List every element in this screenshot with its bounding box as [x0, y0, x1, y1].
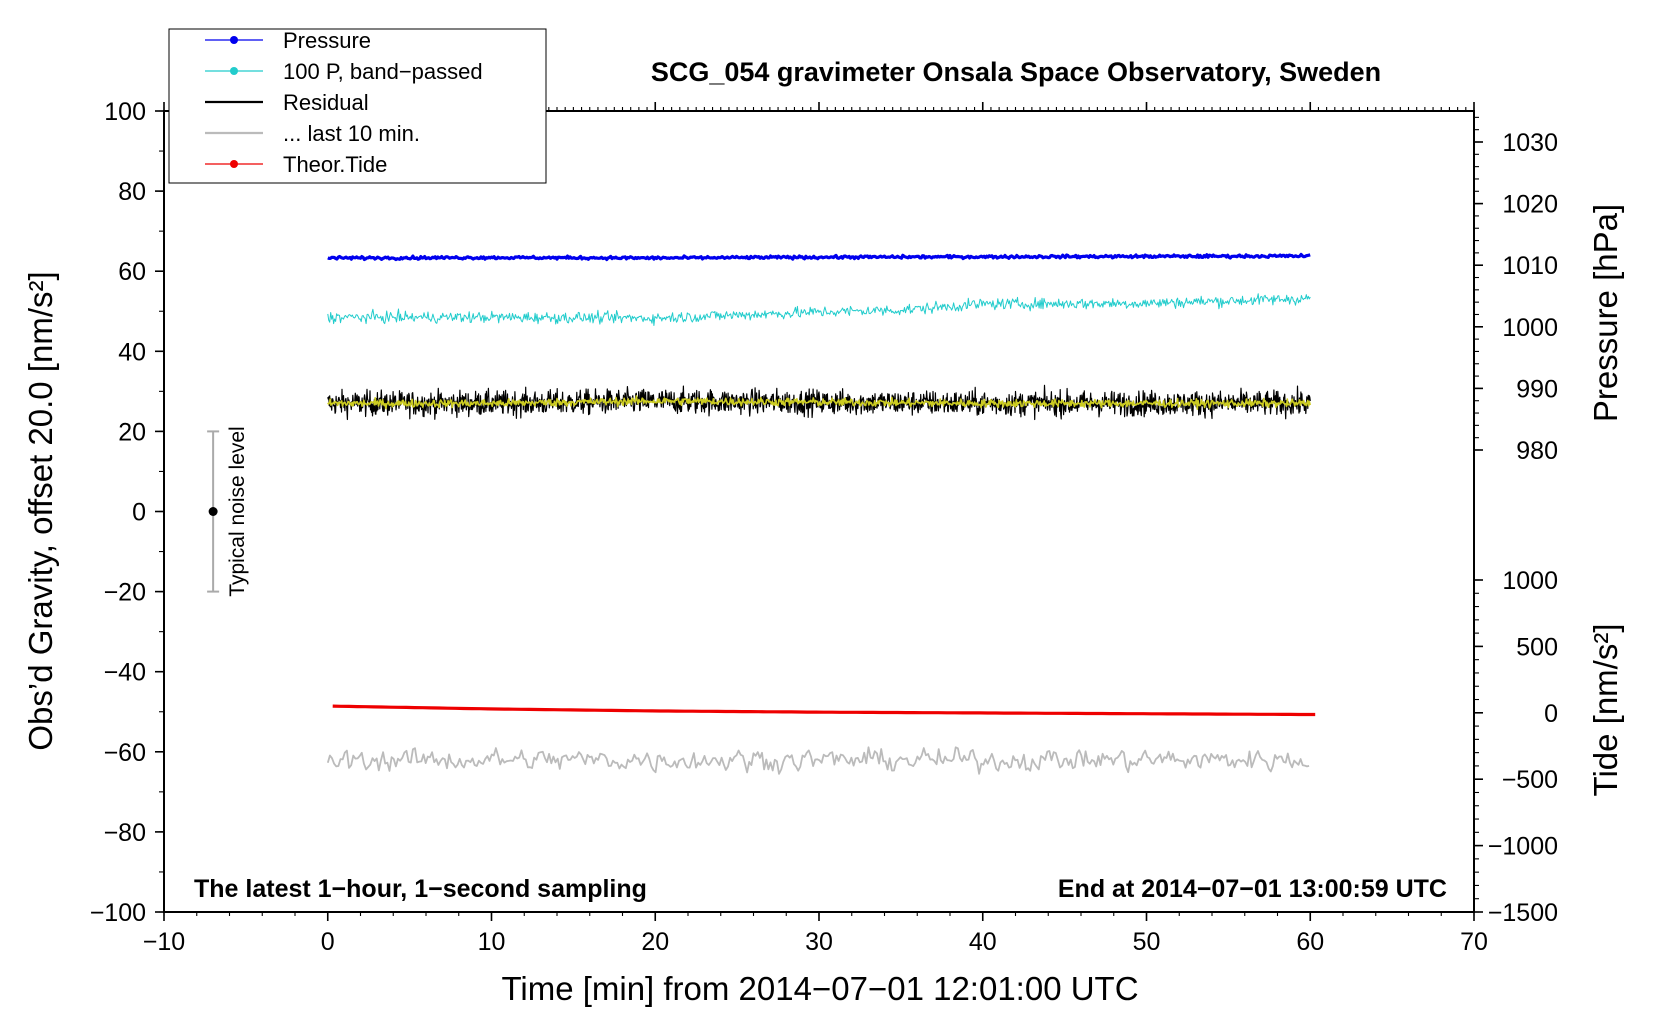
x-tick-label: 70	[1460, 928, 1488, 956]
annotation-sampling: The latest 1−hour, 1−second sampling	[194, 875, 647, 903]
y-tick-label: −40	[104, 659, 146, 687]
x-tick-label: 30	[805, 928, 833, 956]
legend-marker	[230, 160, 238, 168]
plot-frame	[163, 110, 1475, 913]
legend: Pressure 100 P, band−passed Residual ... la…	[168, 28, 547, 184]
pressure-tick-label: 1020	[1502, 191, 1558, 219]
y-axis-label-pressure: Pressure [hPa]	[1587, 204, 1624, 422]
noise-level-marker: Typical noise level	[207, 426, 249, 597]
legend-label: Pressure	[283, 28, 371, 53]
x-axis-label: Time [min] from 2014−07−01 12:01:00 UTC	[501, 970, 1138, 1007]
x-tick-label: 50	[1133, 928, 1161, 956]
series-theor-tide-line	[332, 704, 1316, 717]
y-axis-label-left: Obs’d Gravity, offset 20.0 [nm/s²]	[22, 271, 59, 750]
pressure-tick-label: 1000	[1502, 314, 1558, 342]
legend-marker	[230, 67, 238, 75]
tide-tick-label: 500	[1516, 633, 1558, 661]
legend-label: Theor.Tide	[283, 152, 387, 177]
tide-tick-label: −500	[1502, 766, 1558, 794]
x-tick-label: 20	[641, 928, 669, 956]
y-tick-label: 20	[118, 418, 146, 446]
y-tick-label: 0	[132, 499, 146, 527]
x-tick-label: 40	[969, 928, 997, 956]
x-tick-label: 0	[321, 928, 335, 956]
legend-marker	[230, 36, 238, 44]
series-residual-line	[327, 384, 1311, 421]
x-tick-label: 10	[478, 928, 506, 956]
series-pressure-line	[327, 252, 1311, 262]
y-tick-label: 60	[118, 258, 146, 286]
tide-tick-label: 1000	[1502, 567, 1558, 595]
series-smoothed-residual-line	[327, 395, 1311, 411]
x-tick-label: 60	[1296, 928, 1324, 956]
pressure-tick-label: 980	[1516, 437, 1558, 465]
y-tick-label: 100	[104, 98, 146, 126]
tick-labels-layer: −10 0 10 20 30 40 50 60 70−100−80−60−40−20020406…	[90, 98, 1558, 956]
tide-tick-label: −1500	[1488, 899, 1558, 927]
legend-box	[168, 28, 547, 184]
pressure-tick-label: 1010	[1502, 252, 1558, 280]
y-tick-label: −20	[104, 579, 146, 607]
series-layer	[326, 252, 1316, 775]
noise-level-label: Typical noise level	[226, 426, 249, 596]
y-tick-label: 40	[118, 338, 146, 366]
series-last-10-min-line	[326, 746, 1310, 775]
series-100-p-band-passed-line	[327, 293, 1311, 326]
y-tick-label: −80	[104, 819, 146, 847]
y-tick-label: 80	[118, 178, 146, 206]
pressure-tick-label: 1030	[1502, 129, 1558, 157]
y-tick-label: −100	[90, 899, 146, 927]
x-tick-label: −10	[143, 928, 185, 956]
tide-tick-label: −1000	[1488, 833, 1558, 861]
chart-title: SCG_054 gravimeter Onsala Space Observat…	[651, 57, 1381, 87]
y-tick-label: −60	[104, 739, 146, 767]
annotation-end-time: End at 2014−07−01 13:00:59 UTC	[1058, 875, 1447, 903]
legend-label: ... last 10 min.	[283, 121, 420, 146]
ticks-layer	[155, 102, 1483, 921]
legend-label: 100 P, band−passed	[283, 59, 483, 84]
tide-tick-label: 0	[1544, 700, 1558, 728]
noise-center-dot	[208, 507, 218, 516]
y-axis-label-tide: Tide [nm/s²]	[1587, 624, 1624, 797]
pressure-tick-label: 990	[1516, 375, 1558, 403]
legend-label: Residual	[283, 90, 369, 115]
